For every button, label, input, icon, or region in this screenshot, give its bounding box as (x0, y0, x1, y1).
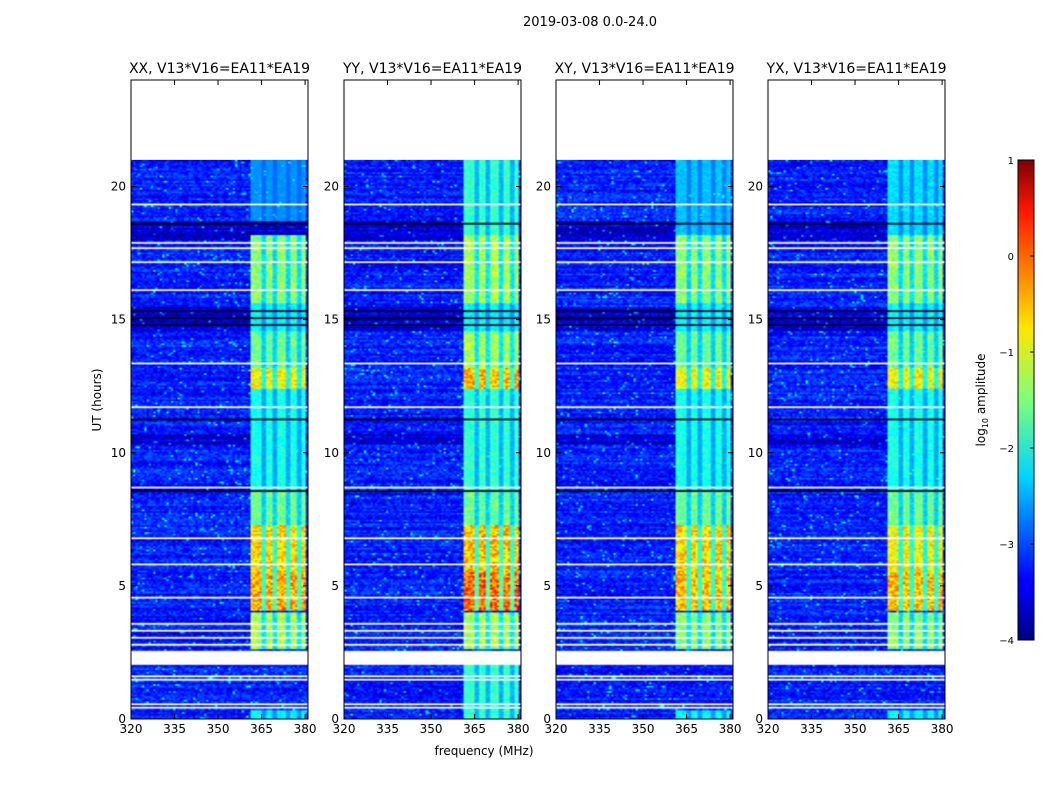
x-tick-label: 335 (376, 722, 399, 736)
y-tick-label: 5 (118, 579, 126, 593)
colorbar-tick-label: −3 (999, 540, 1014, 551)
y-tick-label: 0 (755, 712, 763, 726)
y-tick-label: 10 (324, 446, 339, 460)
y-tick-label: 5 (331, 579, 339, 593)
x-tick-label: 365 (675, 722, 698, 736)
panels-group: XX, V13*V16=EA11*EA19 320 335 350 365 380 0 5 10… (111, 61, 954, 736)
colorbar-tick-label: 0 (1008, 252, 1014, 263)
y-tick-label: 15 (536, 313, 551, 327)
spectrum-panel: XX, V13*V16=EA11*EA19 320 335 350 365 380 0 5 10… (111, 61, 317, 736)
x-tick-label: 335 (800, 722, 823, 736)
x-tick-label: 380 (507, 722, 530, 736)
x-tick-label: 380 (719, 722, 742, 736)
panel-title: XX, V13*V16=EA11*EA19 (129, 61, 310, 77)
x-tick-label: 365 (250, 722, 273, 736)
panel-frame (555, 79, 734, 720)
spectrum-heatmap (131, 159, 308, 719)
y-tick-label: 20 (748, 180, 763, 194)
colorbar-gradient (1017, 159, 1035, 641)
x-tick-label: 335 (163, 722, 186, 736)
panel-frame (767, 79, 946, 720)
panel-frame (130, 79, 309, 720)
y-tick-label: 20 (111, 180, 126, 194)
y-tick-label: 20 (324, 180, 339, 194)
x-tick-label: 350 (420, 722, 443, 736)
colorbar-label: log10 amplitude (974, 354, 990, 447)
spectrum-panel: YY, V13*V16=EA11*EA19 320 335 350 365 380 0 5 10… (324, 61, 530, 736)
y-tick-label: 15 (748, 313, 763, 327)
spectrum-panel: YX, V13*V16=EA11*EA19 320 335 350 365 380 0 5 10… (748, 61, 954, 736)
y-tick-label: 5 (755, 579, 763, 593)
x-tick-label: 320 (333, 722, 356, 736)
y-axis-label: UT (hours) (90, 368, 104, 431)
y-tick-label: 10 (111, 446, 126, 460)
colorbar: −4 −3 −2 −1 0 1 log10 amplitude (974, 156, 1035, 647)
colorbar-tick-label: 1 (1008, 156, 1014, 167)
y-tick-label: 5 (543, 579, 551, 593)
y-tick-label: 20 (536, 180, 551, 194)
y-tick-label: 10 (748, 446, 763, 460)
y-tick-label: 10 (536, 446, 551, 460)
x-tick-label: 320 (545, 722, 568, 736)
y-tick-label: 0 (118, 712, 126, 726)
panel-frame (343, 79, 522, 720)
panel-title: YY, V13*V16=EA11*EA19 (342, 61, 522, 77)
spectrum-heatmap (556, 159, 733, 719)
x-tick-label: 350 (632, 722, 655, 736)
figure-suptitle: 2019-03-08 0.0-24.0 (523, 15, 657, 30)
x-tick-label: 320 (757, 722, 780, 736)
x-axis-label: frequency (MHz) (434, 744, 533, 758)
colorbar-ticks: −4 −3 −2 −1 0 1 (999, 156, 1034, 647)
spectrum-heatmap (768, 159, 945, 719)
x-tick-label: 365 (463, 722, 486, 736)
panel-title: YX, V13*V16=EA11*EA19 (765, 61, 946, 77)
x-tick-label: 350 (207, 722, 230, 736)
colorbar-tick-label: −4 (999, 636, 1014, 647)
x-tick-label: 335 (588, 722, 611, 736)
y-tick-label: 15 (111, 313, 126, 327)
y-tick-label: 15 (324, 313, 339, 327)
spectrum-heatmap (344, 159, 521, 719)
x-tick-label: 350 (844, 722, 867, 736)
colorbar-tick-label: −1 (999, 348, 1014, 359)
x-tick-label: 320 (120, 722, 143, 736)
y-tick-label: 0 (543, 712, 551, 726)
y-tick-label: 0 (331, 712, 339, 726)
x-tick-label: 380 (931, 722, 954, 736)
x-tick-label: 380 (294, 722, 317, 736)
panel-title: XY, V13*V16=EA11*EA19 (554, 61, 734, 77)
x-tick-label: 365 (887, 722, 910, 736)
spectrum-panel: XY, V13*V16=EA11*EA19 320 335 350 365 380 0 5 10… (536, 61, 742, 736)
colorbar-tick-label: −2 (999, 444, 1014, 455)
